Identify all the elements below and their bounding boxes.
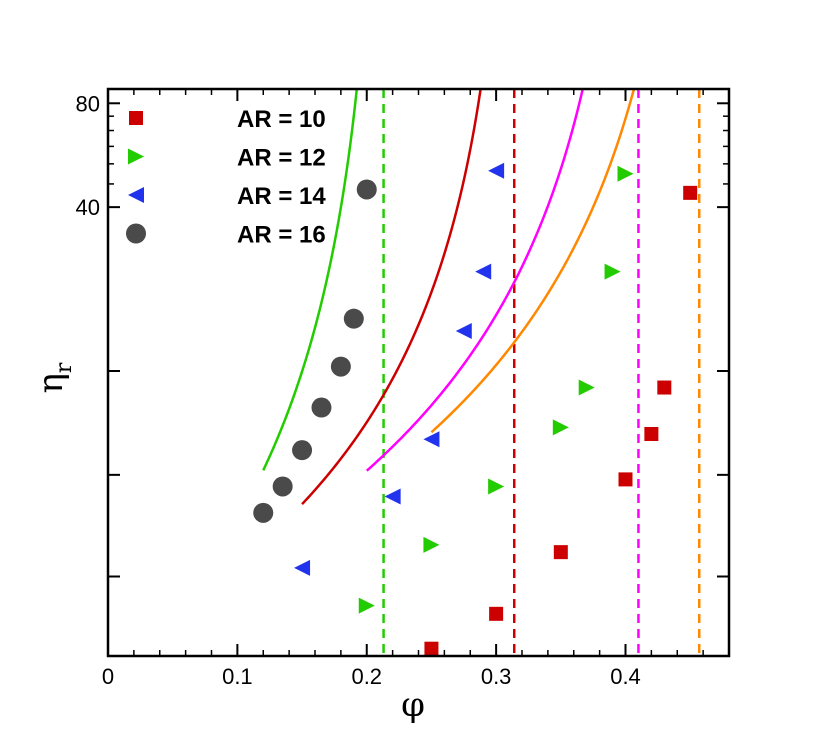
data-point-triangle-right bbox=[423, 536, 440, 553]
y-tick-label: 80 bbox=[76, 91, 100, 116]
data-point-triangle-right bbox=[358, 597, 375, 614]
data-point-square bbox=[489, 606, 504, 621]
legend-label: AR = 14 bbox=[237, 183, 326, 210]
data-point-square bbox=[553, 545, 568, 560]
fit-curve-1 bbox=[262, 89, 359, 471]
data-point-triangle-right bbox=[604, 263, 621, 280]
legend-label: AR = 12 bbox=[237, 145, 326, 172]
data-point-triangle-left bbox=[423, 431, 440, 448]
x-tick-label: 0 bbox=[102, 664, 114, 689]
data-point-circle bbox=[272, 476, 293, 497]
data-point-triangle-left bbox=[455, 323, 472, 340]
fit-curve-2 bbox=[301, 89, 482, 505]
fit-curve-3 bbox=[365, 89, 585, 472]
x-axis-title: φ bbox=[401, 685, 425, 725]
data-point-triangle-left bbox=[488, 162, 505, 179]
data-point-triangle-left bbox=[475, 263, 492, 280]
data-point-circle bbox=[311, 397, 332, 418]
data-point-circle bbox=[330, 356, 351, 377]
x-tick-label: 0.2 bbox=[351, 664, 382, 689]
y-tick-label: 40 bbox=[76, 195, 100, 220]
legend-marker-square bbox=[129, 111, 143, 125]
data-point-circle bbox=[356, 179, 377, 200]
legend-marker-triangle-right bbox=[128, 148, 144, 165]
data-point-square bbox=[424, 641, 439, 656]
y-axis-title: ηr bbox=[31, 362, 77, 393]
plot-frame bbox=[106, 87, 731, 658]
legend-marker-circle bbox=[126, 223, 146, 244]
x-tick-label: 0.1 bbox=[222, 664, 253, 689]
legend-marker-triangle-left bbox=[128, 187, 144, 203]
x-tick-label: 0.4 bbox=[610, 664, 641, 689]
data-point-square bbox=[618, 472, 633, 487]
data-point-square bbox=[644, 427, 659, 442]
data-point-triangle-right bbox=[578, 379, 595, 396]
legend-label: AR = 16 bbox=[237, 222, 326, 249]
data-point-triangle-right bbox=[617, 165, 634, 182]
data-point-circle bbox=[253, 502, 274, 523]
x-tick-label: 0.3 bbox=[481, 664, 512, 689]
fit-curve-4 bbox=[430, 89, 636, 434]
data-point-triangle-right bbox=[488, 478, 505, 495]
data-point-square bbox=[657, 380, 672, 395]
data-point-square bbox=[683, 185, 698, 200]
data-point-triangle-left bbox=[384, 488, 401, 505]
legend-label: AR = 10 bbox=[237, 106, 326, 133]
data-point-circle bbox=[343, 308, 364, 329]
data-point-triangle-right bbox=[552, 419, 569, 436]
data-point-circle bbox=[292, 440, 313, 461]
data-point-triangle-left bbox=[294, 559, 311, 576]
